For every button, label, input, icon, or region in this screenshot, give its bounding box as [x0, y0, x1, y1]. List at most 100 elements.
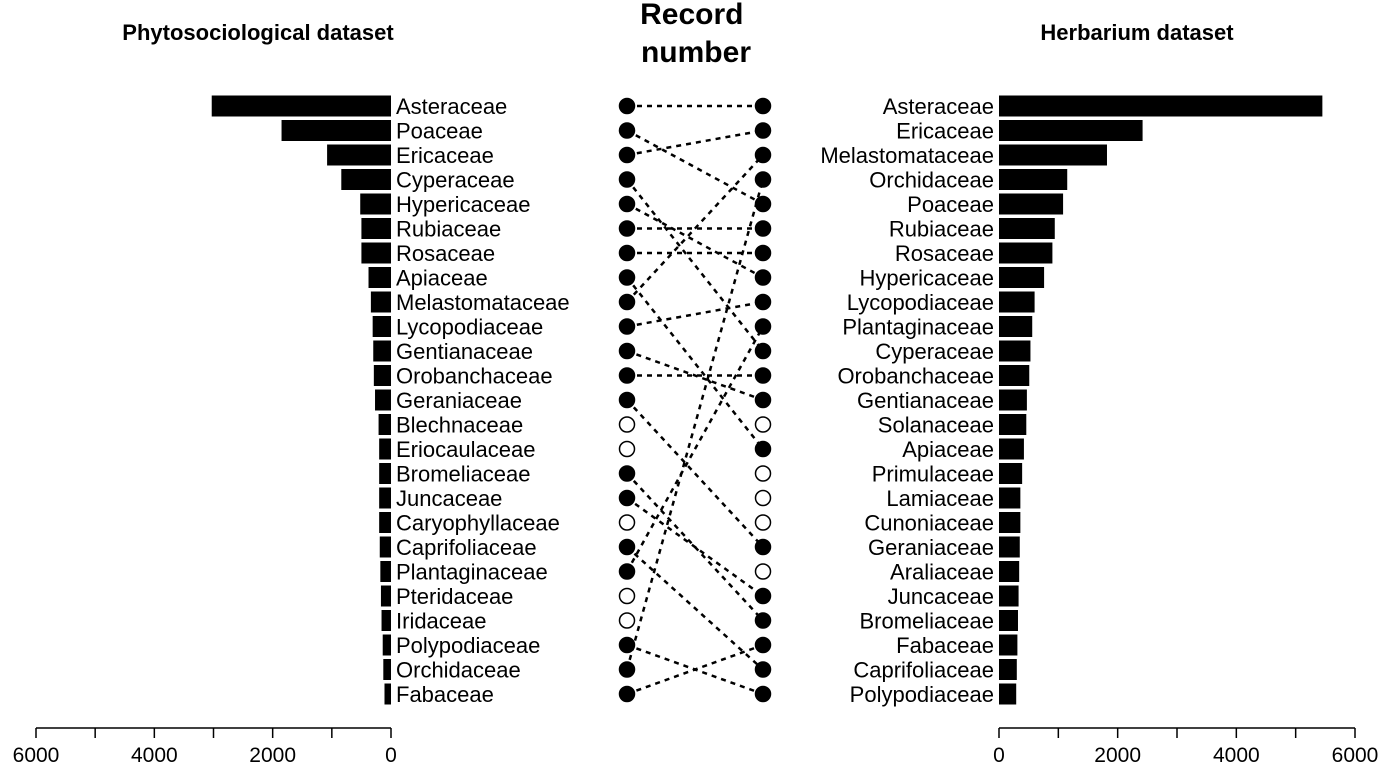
- left-marker-filled: [618, 538, 636, 556]
- left-bar-rosaceae: [361, 242, 391, 264]
- left-family-label: Rosaceae: [396, 241, 495, 266]
- left-bar-geraniaceae: [375, 389, 391, 411]
- right-family-label: Cunoniaceae: [864, 511, 994, 536]
- right-bar-juncaceae: [999, 585, 1019, 607]
- left-bar-polypodiaceae: [382, 634, 391, 656]
- left-marker-open: [618, 440, 636, 458]
- rank-links: [625, 104, 765, 696]
- left-family-label: Fabaceae: [396, 682, 494, 707]
- right-family-label: Rubiaceae: [889, 217, 994, 242]
- left-marker-filled: [618, 318, 636, 335]
- left-bar-rubiaceae: [361, 218, 391, 239]
- right-bar-gentianaceae: [999, 389, 1027, 411]
- right-bar-lamiaceae: [999, 487, 1021, 509]
- left-tick-label: 0: [385, 744, 397, 767]
- right-bar-orobanchaceae: [999, 365, 1030, 386]
- left-marker-open: [618, 587, 636, 605]
- right-marker-filled: [754, 538, 772, 556]
- left-family-label: Blechnaceae: [396, 413, 523, 438]
- right-marker-filled: [754, 391, 772, 409]
- right-bar-bromeliaceae: [999, 610, 1018, 631]
- left-bar-pteridaceae: [380, 585, 391, 607]
- left-bar-orobanchaceae: [373, 365, 391, 386]
- right-tick-label: 4000: [1213, 744, 1260, 767]
- right-bar-polypodiaceae: [999, 683, 1017, 705]
- left-marker-filled: [618, 122, 636, 139]
- right-marker-filled: [754, 244, 772, 262]
- left-marker-filled: [618, 489, 636, 507]
- right-bar-ericaceae: [999, 120, 1143, 141]
- right-marker-filled: [754, 195, 772, 213]
- left-bar-poaceae: [281, 120, 391, 141]
- rank-link: [626, 546, 764, 671]
- right-family-label: Lamiaceae: [886, 486, 994, 511]
- right-marker-filled: [754, 685, 772, 703]
- right-marker-filled: [754, 342, 772, 360]
- right-bar-cyperaceae: [999, 340, 1031, 362]
- right-family-label: Polypodiaceae: [850, 682, 994, 707]
- left-marker-open: [618, 416, 636, 433]
- left-bar-melastomataceae: [370, 291, 391, 313]
- left-bar-caryophyllaceae: [379, 512, 391, 533]
- rank-link: [626, 643, 764, 696]
- right-family-label: Apiaceae: [902, 437, 994, 462]
- left-marker-filled: [618, 269, 636, 286]
- right-family-label: Lycopodiaceae: [847, 290, 994, 315]
- left-bar-orchidaceae: [383, 659, 391, 680]
- right-marker-open: [754, 465, 772, 482]
- left-family-label: Geraniaceae: [396, 388, 522, 413]
- left-bar-plantaginaceae: [380, 561, 391, 582]
- right-family-label: Caprifoliaceae: [853, 658, 994, 683]
- right-family-label: Melastomataceae: [820, 143, 994, 168]
- left-marker-filled: [618, 146, 636, 164]
- left-marker-filled: [618, 171, 636, 188]
- left-family-label: Gentianaceae: [396, 339, 533, 364]
- left-family-label: Eriocaulaceae: [396, 437, 535, 462]
- right-panel-title: Herbarium dataset: [1040, 20, 1234, 45]
- left-marker-filled: [618, 195, 636, 213]
- right-bar-plantaginaceae: [999, 316, 1033, 337]
- left-bar-asteraceae: [211, 95, 391, 117]
- left-marker-filled: [618, 563, 636, 580]
- right-marker-filled: [754, 367, 772, 384]
- left-family-label: Pteridaceae: [396, 584, 513, 609]
- right-marker-open: [754, 563, 772, 580]
- left-marker-filled: [618, 661, 636, 678]
- left-bar-gentianaceae: [373, 340, 391, 362]
- right-family-label: Orchidaceae: [869, 168, 994, 193]
- left-panel-title: Phytosociological dataset: [122, 20, 394, 45]
- right-marker-filled: [754, 293, 772, 311]
- right-marker-filled: [754, 146, 772, 164]
- left-family-label: Rubiaceae: [396, 217, 501, 242]
- right-marker-filled: [754, 440, 772, 458]
- right-tick-label: 6000: [1332, 744, 1379, 767]
- left-family-label: Plantaginaceae: [396, 560, 548, 585]
- phytosociological-bar-chart: AsteraceaePoaceaeEricaceaeCyperaceaeHype…: [13, 94, 570, 767]
- left-marker-open: [618, 612, 636, 629]
- rank-link: [625, 325, 765, 573]
- rank-link: [626, 496, 764, 598]
- right-family-label: Cyperaceae: [875, 339, 994, 364]
- rank-link: [626, 154, 764, 303]
- right-marker-filled: [754, 171, 772, 188]
- center-title: Record number: [640, 0, 752, 69]
- left-family-label: Caryophyllaceae: [396, 511, 560, 536]
- left-bar-hypericaceae: [360, 193, 391, 215]
- right-bar-cunoniaceae: [999, 512, 1021, 533]
- left-marker-filled: [618, 465, 636, 482]
- left-bar-cyperaceae: [341, 169, 391, 190]
- left-family-label: Caprifoliaceae: [396, 535, 537, 560]
- left-marker-filled: [618, 342, 636, 360]
- right-family-label: Geraniaceae: [868, 535, 994, 560]
- right-bar-poaceae: [999, 193, 1064, 215]
- left-marker-filled: [618, 244, 636, 262]
- right-family-label: Hypericaceae: [859, 266, 994, 291]
- right-marker-filled: [754, 587, 772, 605]
- left-family-label: Orchidaceae: [396, 658, 521, 683]
- right-family-label: Rosaceae: [895, 241, 994, 266]
- right-bar-primulaceae: [999, 463, 1023, 484]
- left-family-label: Asteraceae: [396, 94, 507, 119]
- rank-link: [626, 178, 764, 352]
- herbarium-bar-chart: AsteraceaeEricaceaeMelastomataceaeOrchid…: [820, 94, 1378, 767]
